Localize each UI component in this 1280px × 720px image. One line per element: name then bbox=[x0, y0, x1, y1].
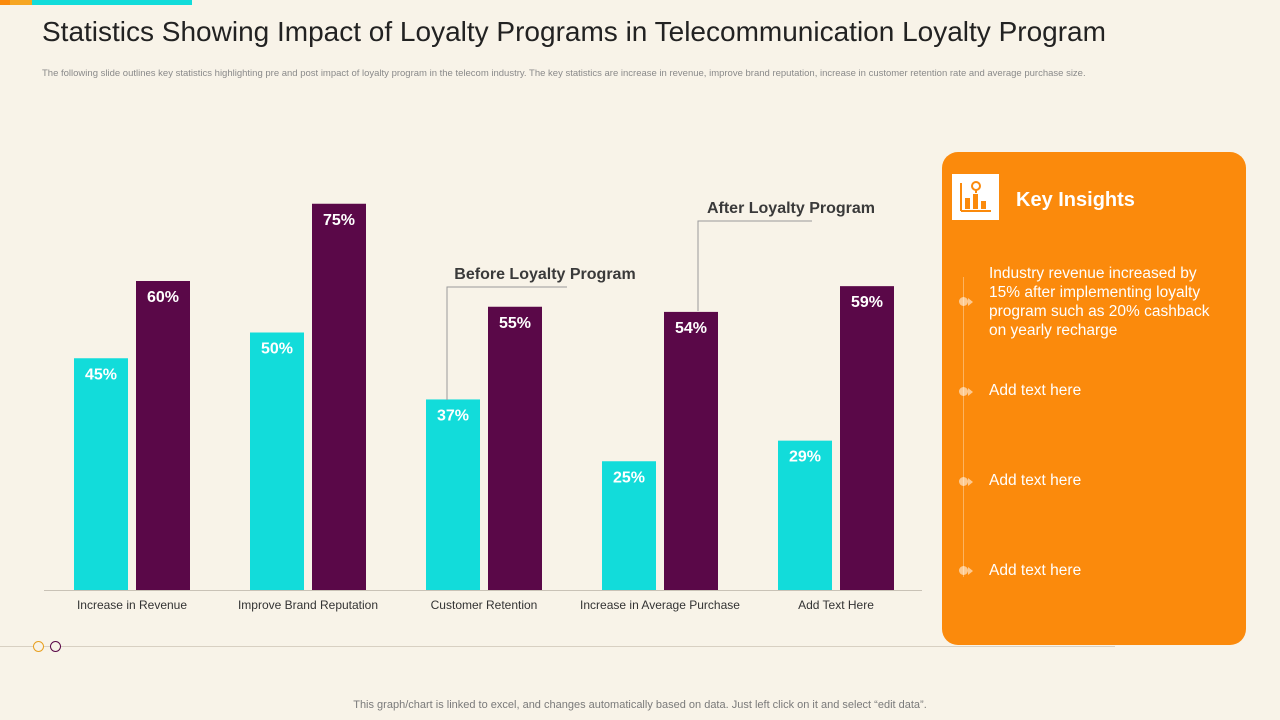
bar-after bbox=[664, 311, 718, 590]
bar-after bbox=[136, 281, 190, 590]
bullet-arrow-icon bbox=[968, 297, 973, 306]
bullet-marker bbox=[959, 566, 968, 575]
footer-note: This graph/chart is linked to excel, and… bbox=[353, 699, 927, 711]
data-label: 37% bbox=[437, 407, 469, 424]
top-accent-bar bbox=[0, 0, 192, 5]
page-subtitle: The following slide outlines key statist… bbox=[42, 68, 1086, 79]
data-label: 29% bbox=[789, 449, 821, 466]
bar-after bbox=[840, 286, 894, 590]
page-title: Statistics Showing Impact of Loyalty Pro… bbox=[42, 16, 1106, 47]
decor-dot-orange bbox=[33, 641, 44, 652]
data-label: 54% bbox=[675, 320, 707, 337]
annotation-label: After Loyalty Program bbox=[707, 200, 875, 217]
category-label: Increase in Average Purchase bbox=[580, 598, 740, 612]
annotation-label: Before Loyalty Program bbox=[454, 266, 635, 283]
data-label: 55% bbox=[499, 315, 531, 332]
decor-dot-purple bbox=[50, 641, 61, 652]
category-label: Improve Brand Reputation bbox=[238, 598, 378, 612]
bar-before bbox=[250, 332, 304, 590]
timeline-line bbox=[963, 277, 964, 577]
insight-item: Industry revenue increased by 15% after … bbox=[989, 265, 1210, 339]
bar-before bbox=[426, 399, 480, 590]
key-insights-panel: Key Insights Industry revenue increased … bbox=[942, 152, 1246, 645]
bullet-arrow-icon bbox=[968, 566, 973, 575]
data-label: 50% bbox=[261, 341, 293, 358]
bar-after bbox=[488, 306, 542, 590]
insight-item: Add text here bbox=[989, 562, 1082, 579]
bar-after bbox=[312, 203, 366, 590]
data-label: 45% bbox=[85, 366, 117, 383]
category-label: Increase in Revenue bbox=[77, 598, 187, 612]
annotation-leader-line bbox=[697, 220, 812, 311]
insight-item: Add text here bbox=[989, 472, 1082, 489]
data-label: 75% bbox=[323, 212, 355, 229]
chart-icon bbox=[952, 174, 999, 220]
bullet-arrow-icon bbox=[968, 477, 973, 486]
bullet-marker bbox=[959, 297, 968, 306]
bar-before bbox=[602, 461, 656, 590]
bullet-arrow-icon bbox=[968, 387, 973, 396]
bar-chart[interactable]: 45% 60% Increase in Revenue 50% 75% Improve B… bbox=[0, 0, 930, 640]
data-label: 59% bbox=[851, 294, 883, 311]
bullet-marker bbox=[959, 477, 968, 486]
key-insights-title: Key Insights bbox=[1016, 189, 1135, 211]
bar-before bbox=[74, 358, 128, 590]
category-label: Customer Retention bbox=[431, 598, 538, 612]
divider-line bbox=[0, 646, 1115, 647]
data-label: 60% bbox=[147, 289, 179, 306]
data-label: 25% bbox=[613, 469, 645, 486]
category-label: Add Text Here bbox=[798, 598, 874, 612]
bullet-marker bbox=[959, 387, 968, 396]
bar-before bbox=[778, 440, 832, 590]
insight-item: Add text here bbox=[989, 382, 1082, 399]
annotation-leader-line bbox=[446, 286, 567, 400]
